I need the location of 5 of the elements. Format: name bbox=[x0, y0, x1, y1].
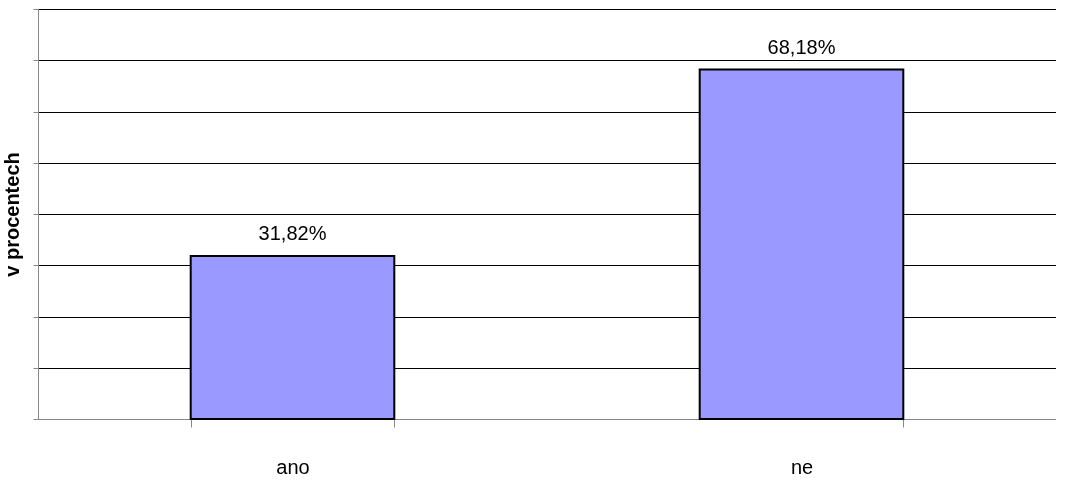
y-axis-title: v procentech bbox=[1, 152, 23, 277]
x-tick-label: ano bbox=[276, 455, 310, 478]
x-tick-label: ne bbox=[790, 455, 814, 478]
data-label: 68,18% bbox=[767, 35, 836, 58]
data-label: 31,82% bbox=[258, 221, 327, 244]
